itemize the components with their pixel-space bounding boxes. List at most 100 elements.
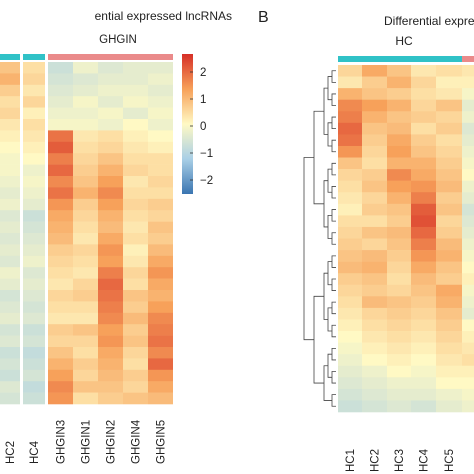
heatmap-cell (362, 180, 387, 193)
heatmap-cell (73, 255, 98, 268)
heatmap-cell (362, 88, 387, 100)
heatmap-cell-clipped (462, 65, 474, 77)
heatmap-cell (73, 278, 98, 291)
heatmap-cell (48, 244, 73, 257)
heatmap-cell-clipped (462, 238, 474, 251)
dendrogram-branch (331, 139, 336, 153)
heatmap-cell (387, 400, 411, 413)
heatmap-cell (436, 284, 462, 297)
heatmap-cell (23, 381, 45, 393)
heatmap-cell (148, 96, 173, 108)
column-label-hc4: HC4 (29, 440, 41, 464)
heatmap-cell (411, 250, 436, 262)
heatmap-cell (23, 267, 45, 279)
heatmap-cell (338, 65, 362, 77)
heatmap-cell (48, 392, 73, 405)
panel-b-group-label: HC (395, 34, 413, 48)
heatmap-cell (436, 250, 462, 262)
heatmap-cell (48, 358, 73, 371)
heatmap-cell (98, 312, 123, 325)
heatmap-cell (123, 324, 148, 336)
heatmap-cell-clipped (462, 169, 474, 181)
heatmap-cell-clipped (462, 76, 474, 89)
heatmap-cell (436, 203, 462, 216)
heatmap-cell (123, 244, 148, 257)
heatmap-cell (0, 267, 20, 279)
heatmap-cell (98, 301, 123, 314)
heatmap-cell (0, 290, 20, 302)
heatmap-cell (411, 400, 436, 413)
heatmap-cell (48, 96, 73, 108)
heatmap-cell (23, 62, 45, 74)
column-label-hc3: HC3 (394, 449, 406, 472)
heatmap-cell (362, 215, 387, 228)
heatmap-cell (73, 369, 98, 382)
heatmap-cell (123, 210, 148, 222)
heatmap-cell (98, 130, 123, 143)
heatmap-cell (148, 130, 173, 143)
heatmap-cell (436, 261, 462, 274)
heatmap-cell (436, 215, 462, 228)
dendrogram-branch (331, 347, 336, 361)
heatmap-cell (436, 273, 462, 286)
heatmap-cell (411, 354, 436, 367)
heatmap-cell (148, 369, 173, 382)
heatmap-cell (148, 381, 173, 393)
heatmap-cell (23, 96, 45, 108)
heatmap-cell (123, 290, 148, 302)
heatmap-cell (48, 153, 73, 165)
heatmap-cell (387, 192, 411, 205)
dendrogram-branch (327, 261, 332, 286)
heatmap-cell (73, 176, 98, 188)
heatmap-cell (338, 250, 362, 262)
heatmap-cell (338, 365, 362, 378)
dendrogram-branch (331, 93, 336, 106)
heatmap-cell (98, 187, 123, 200)
heatmap-cell (23, 233, 45, 245)
heatmap-cell (0, 244, 20, 257)
heatmap-cell (73, 84, 98, 97)
heatmap-cell (148, 73, 173, 86)
heatmap-cell (0, 347, 20, 359)
heatmap-cell (362, 203, 387, 216)
heatmap-cell (362, 261, 387, 274)
heatmap-cell (338, 215, 362, 228)
heatmap-cell (338, 296, 362, 309)
heatmap-cell (98, 221, 123, 234)
heatmap-cell (387, 215, 411, 228)
dendrogram-branch (331, 162, 336, 176)
heatmap-cell (411, 169, 436, 181)
heatmap-cell-clipped (462, 192, 474, 205)
dendrogram-branch (327, 122, 332, 147)
heatmap-cell-clipped (462, 388, 474, 401)
heatmap-cell (0, 62, 20, 74)
heatmap-cell (148, 335, 173, 348)
heatmap-cell (23, 221, 45, 234)
heatmap-cell-clipped (462, 273, 474, 286)
heatmap-cell (338, 342, 362, 355)
column-annotation-clipped (462, 56, 474, 62)
heatmap-cell (387, 111, 411, 124)
heatmap-cell (411, 365, 436, 378)
dendrogram-branch (331, 209, 336, 222)
heatmap-cell-clipped (462, 134, 474, 147)
column-label-ghgin5: GHGIN5 (156, 420, 168, 464)
heatmap-cell (48, 369, 73, 382)
heatmap-cell (123, 119, 148, 131)
heatmap-cell (362, 145, 387, 158)
dendrogram-branch (303, 157, 314, 341)
heatmap-cell (338, 111, 362, 124)
heatmap-cell (436, 388, 462, 401)
column-label-hc1: HC1 (345, 449, 357, 472)
heatmap-cell (362, 342, 387, 355)
column-annotation-hc5 (436, 56, 462, 62)
heatmap-cell (98, 96, 123, 108)
heatmap-cell (0, 187, 20, 200)
heatmap-cell (123, 335, 148, 348)
column-annotation-ghgin2 (98, 54, 123, 60)
heatmap-cell (0, 392, 20, 405)
legend-tick-label: −2 (200, 175, 213, 187)
column-label-ghgin4: GHGIN4 (131, 419, 143, 464)
heatmap-cell (436, 134, 462, 147)
heatmap-cell (148, 164, 173, 177)
